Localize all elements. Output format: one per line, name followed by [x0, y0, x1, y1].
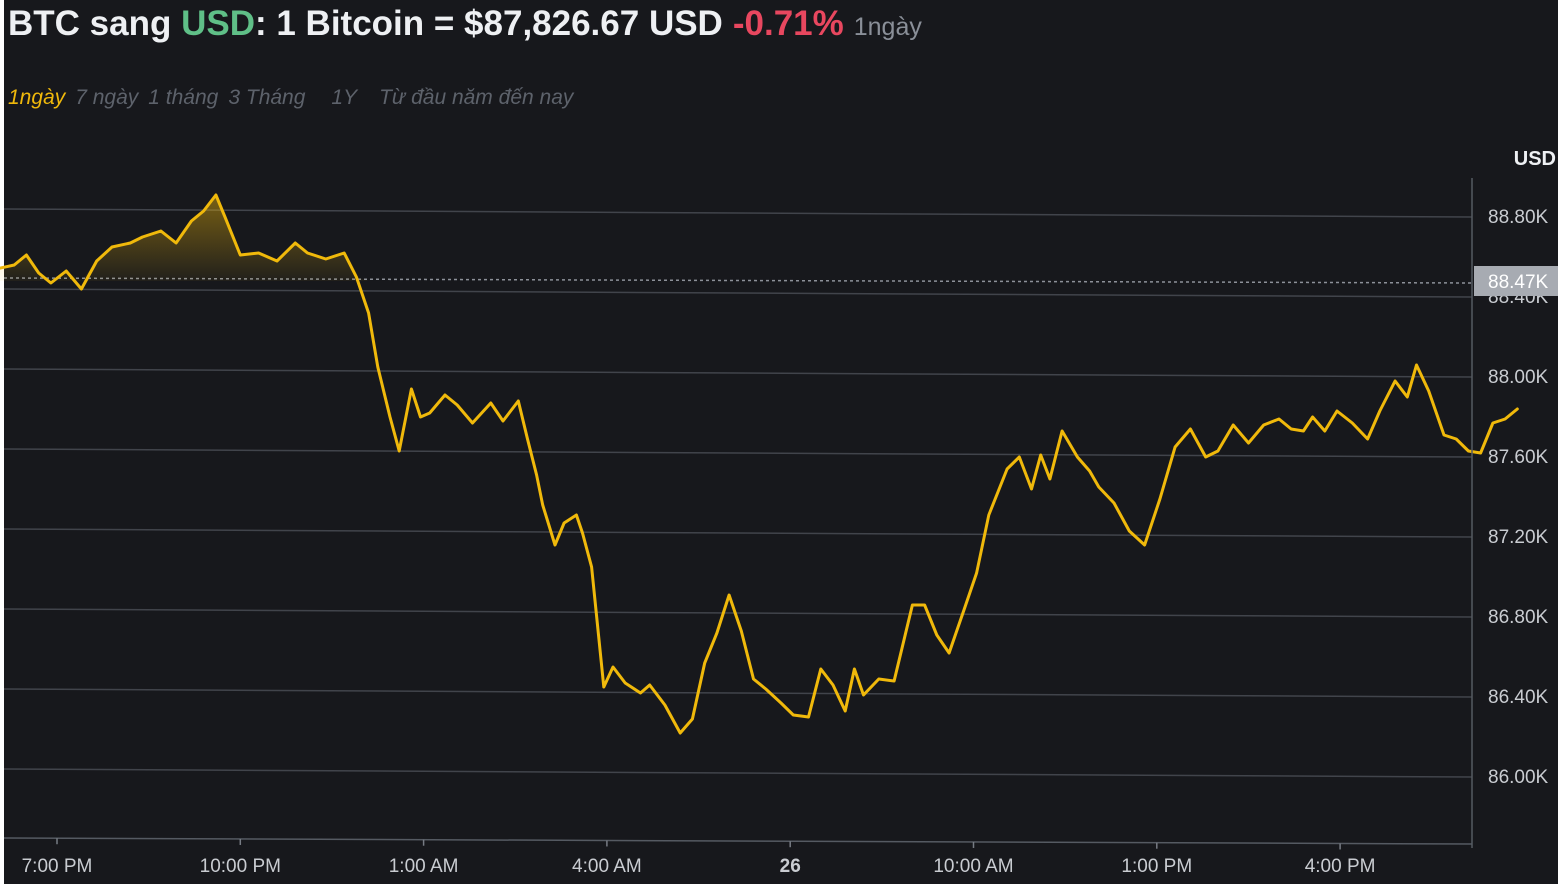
- tab-1-year[interactable]: 1Y: [331, 86, 358, 109]
- y-tick-label: 87.60K: [1488, 447, 1549, 468]
- reference-line: [3, 277, 1473, 284]
- grid-line: [3, 608, 1473, 618]
- period-label: 1ngày: [853, 13, 922, 41]
- x-tick-label: 4:00 PM: [1305, 856, 1376, 877]
- tab-1-month[interactable]: 1 tháng: [148, 86, 219, 109]
- price-change: -0.71%: [732, 4, 844, 43]
- tab-1-day[interactable]: 1ngày: [8, 86, 66, 109]
- sang-text: sang: [79, 4, 182, 43]
- quote-currency: USD: [181, 4, 255, 43]
- base-currency: BTC: [8, 4, 80, 43]
- chart-panel: [4, 0, 1558, 884]
- y-tick-label: 87.20K: [1488, 527, 1549, 548]
- grid-line: [3, 768, 1473, 778]
- x-axis-line: [3, 837, 1473, 845]
- x-tick-label: 1:00 PM: [1121, 856, 1192, 877]
- x-tick-label: 10:00 PM: [200, 856, 281, 877]
- currency-axis-label: USD: [1513, 148, 1556, 170]
- tab-year-to-date[interactable]: Từ đầu năm đến nay: [379, 86, 574, 109]
- reference-price-tag: [1474, 266, 1558, 296]
- above-reference-area: [0, 195, 1518, 281]
- tab-7-days[interactable]: 7 ngày: [75, 86, 139, 109]
- grid-line: [3, 208, 1473, 218]
- y-tick-label: 86.80K: [1488, 607, 1549, 628]
- time-range-tabs: 1ngày 7 ngày 1 tháng 3 Tháng 1Y Từ đầu n…: [8, 86, 573, 110]
- y-tick-label: 86.40K: [1488, 687, 1549, 708]
- y-tick-label: 88.00K: [1488, 367, 1549, 388]
- grid-line: [3, 288, 1473, 298]
- reference-price-label: 88.47K: [1488, 272, 1549, 293]
- x-tick-label: 4:00 AM: [572, 856, 642, 877]
- x-tick-label: 1:00 AM: [389, 856, 459, 877]
- x-tick-label: 10:00 AM: [933, 856, 1013, 877]
- grid-line: [3, 688, 1473, 698]
- price-line: [0, 193, 1519, 735]
- y-tick-label: 88.80K: [1488, 207, 1549, 228]
- price-text: : 1 Bitcoin = $87,826.67 USD: [254, 4, 723, 43]
- x-tick-label: 7:00 PM: [22, 856, 93, 877]
- grid-line: [3, 528, 1473, 538]
- price-header: BTC sang USD: 1 Bitcoin = $87,826.67 USD…: [8, 4, 922, 48]
- tab-3-months[interactable]: 3 Tháng: [228, 86, 306, 109]
- y-tick-label: 86.00K: [1488, 767, 1549, 788]
- x-tick-label: 26: [780, 856, 801, 877]
- grid-line: [3, 448, 1473, 458]
- grid-line: [3, 368, 1473, 378]
